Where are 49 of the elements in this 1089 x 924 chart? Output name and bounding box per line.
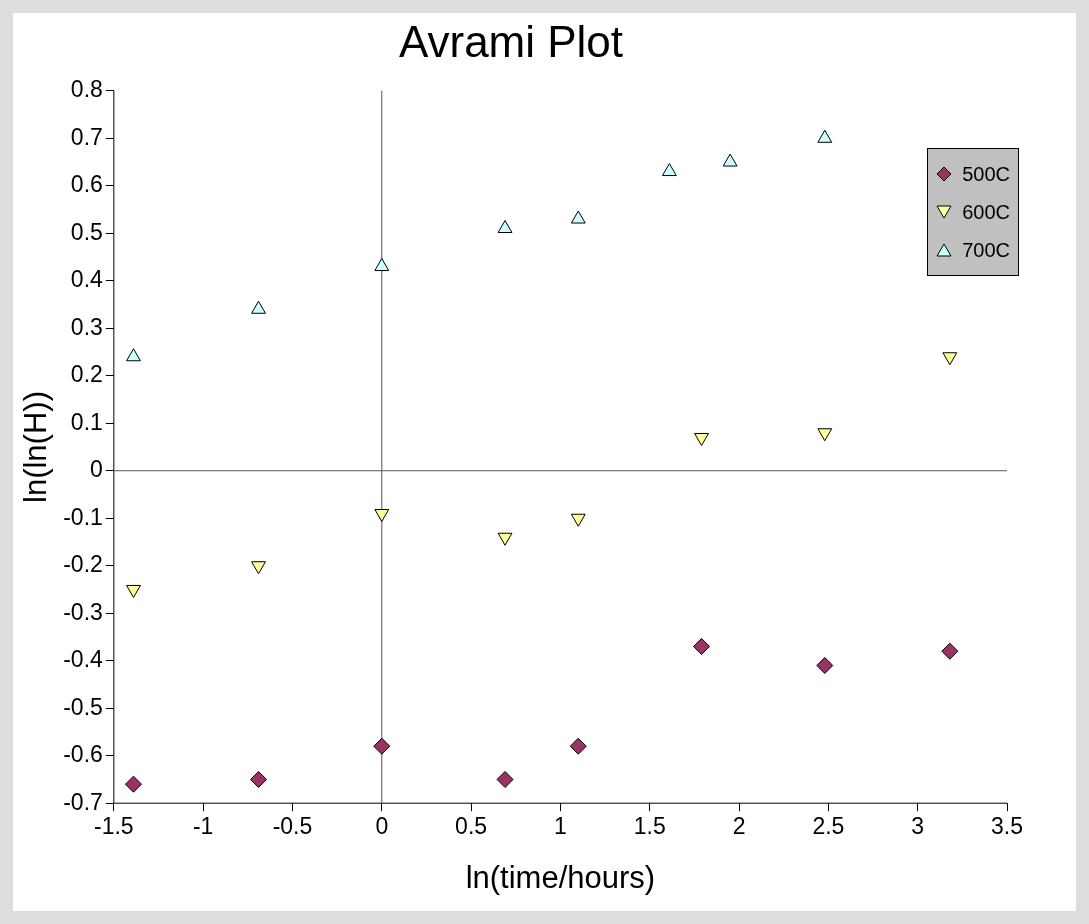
- point: [941, 642, 959, 660]
- point: [250, 770, 268, 788]
- point: [374, 258, 390, 272]
- y-tick-label: 0.7: [70, 123, 103, 150]
- x-tick-label: -1.5: [94, 813, 134, 840]
- y-tick-label: -0.6: [63, 741, 103, 768]
- point: [251, 300, 266, 314]
- y-tick-label: 0.3: [70, 313, 103, 340]
- point: [693, 637, 711, 655]
- y-tick-label: 0.4: [70, 266, 104, 293]
- y-tick-label: -0.1: [63, 503, 103, 530]
- y-tick-label: -0.4: [63, 646, 104, 673]
- point: [570, 210, 586, 224]
- y-tick-label: -0.5: [63, 693, 103, 720]
- point: [497, 220, 513, 234]
- x-tick-label: 0.5: [455, 813, 488, 840]
- point: [124, 775, 142, 793]
- point: [496, 770, 514, 788]
- x-tick-label: 3: [911, 813, 925, 840]
- y-tick-label: -0.7: [63, 788, 103, 815]
- y-tick-label: 0: [90, 456, 103, 483]
- x-tick-label: 2.5: [812, 813, 845, 840]
- legend-label: 600C: [962, 200, 1010, 224]
- point: [569, 737, 587, 755]
- x-tick-label: 0: [375, 813, 389, 840]
- y-tick-label: -0.2: [63, 551, 103, 578]
- point: [661, 163, 677, 177]
- point: [373, 737, 391, 755]
- x-tick-label: 3.5: [991, 813, 1023, 840]
- x-tick-label: -1: [192, 813, 214, 840]
- y-tick-label: 0.6: [70, 171, 103, 198]
- y-tick-label: -0.3: [63, 598, 103, 625]
- legend-label: 700C: [962, 238, 1010, 262]
- chart-title: Avrami Plot: [398, 16, 624, 66]
- y-tick-label: 0.5: [70, 218, 103, 245]
- x-tick-label: 1: [554, 813, 567, 840]
- x-axis-title: ln(time/hours): [465, 859, 656, 895]
- point: [816, 656, 834, 674]
- x-tick-label: -0.5: [272, 813, 313, 840]
- point: [722, 153, 738, 167]
- y-tick-label: 0.8: [70, 76, 103, 103]
- y-tick-label: 0.2: [70, 361, 103, 388]
- point: [817, 129, 833, 143]
- legend-label: 500C: [962, 162, 1010, 186]
- y-axis-title: ln(ln(H)): [18, 391, 54, 503]
- x-tick-label: 2: [732, 813, 746, 840]
- point: [126, 348, 141, 362]
- x-tick-label: 1.5: [633, 813, 666, 840]
- y-tick-label: 0.1: [70, 408, 103, 435]
